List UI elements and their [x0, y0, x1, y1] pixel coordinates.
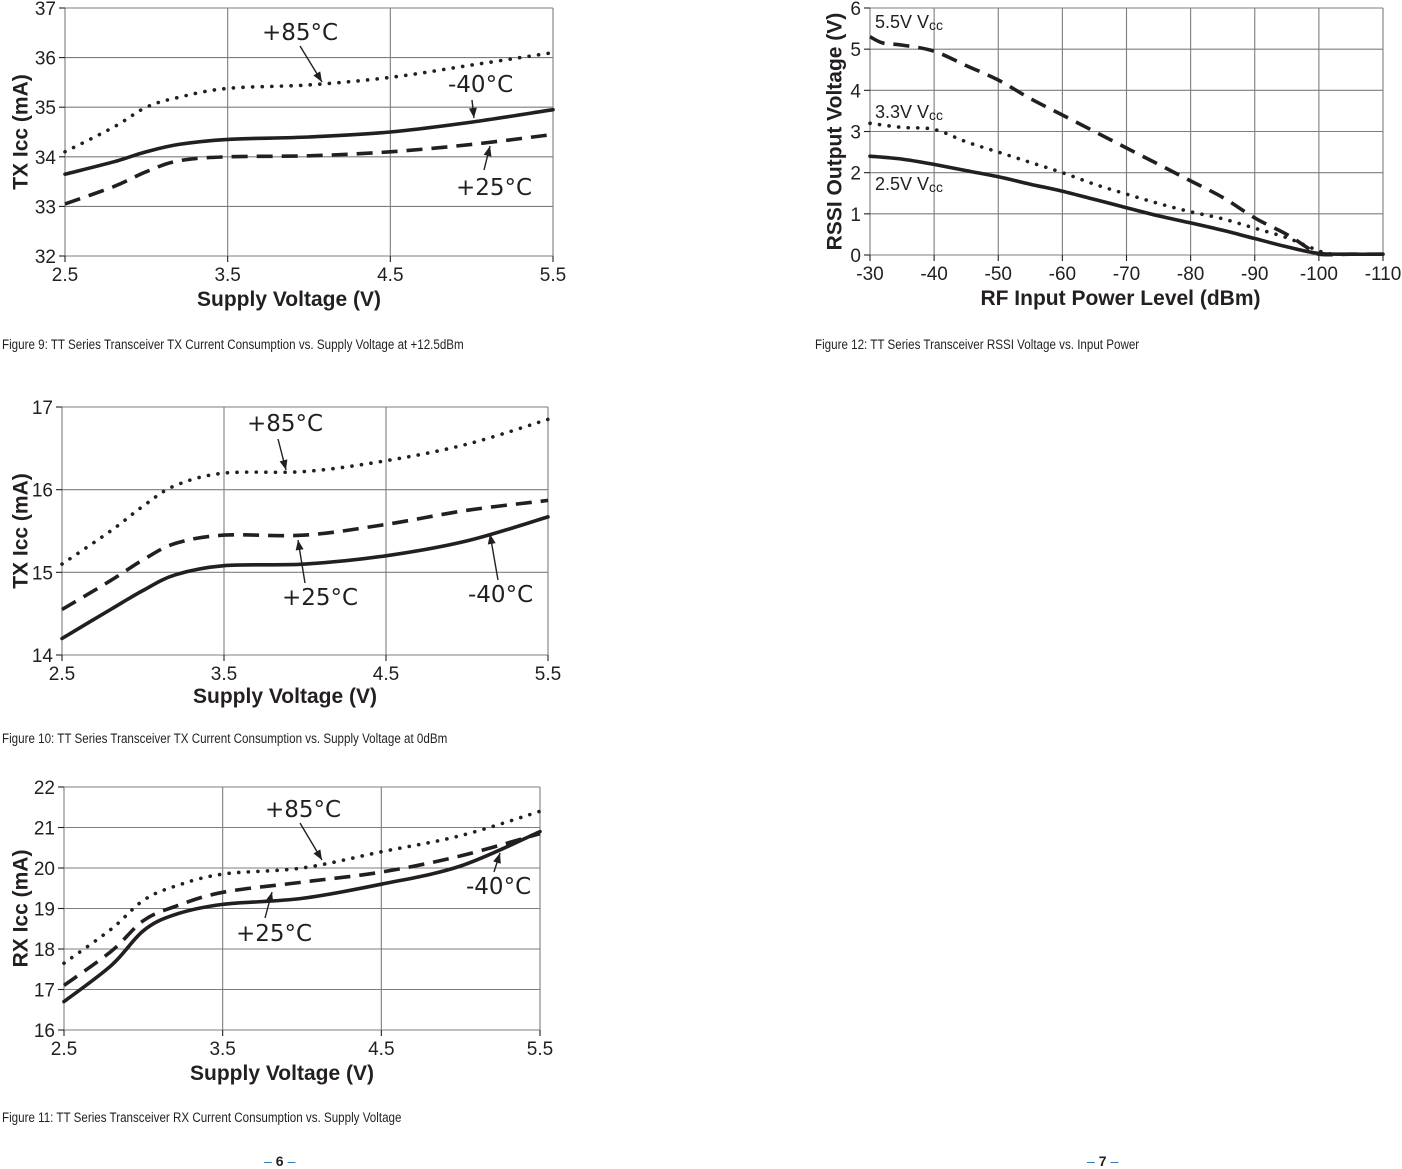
y-axis-label: TX Icc (mA) [9, 473, 32, 589]
x-tick-label: -90 [1241, 264, 1268, 285]
series-annotation: -40°C [466, 874, 531, 900]
x-tick-label: 4.5 [373, 664, 399, 685]
series-annotation: -40°C [468, 582, 533, 608]
y-tick-label: 21 [34, 819, 55, 840]
y-tick-label: 36 [35, 49, 56, 70]
y-tick-label: 2 [850, 164, 861, 185]
series-annotation: +25°C [456, 175, 532, 201]
annotation-arrowhead [279, 459, 288, 470]
series-line-dashed [61, 498, 549, 612]
fig12-grid [864, 7, 1384, 261]
series-annotation: -40°C [448, 72, 513, 98]
y-tick-label: 16 [32, 481, 53, 502]
fig10-grid [56, 406, 549, 661]
y-tick-label: 15 [32, 563, 53, 584]
annotation-arrowhead [313, 849, 322, 860]
figure-10-caption: Figure 10: TT Series Transceiver TX Curr… [2, 731, 448, 746]
x-tick-label: -100 [1300, 264, 1338, 285]
y-axis-label: TX Icc (mA) [9, 74, 32, 190]
annotation-arrowhead [483, 146, 492, 157]
x-tick-label: -110 [1365, 264, 1402, 285]
y-tick-label: 14 [32, 646, 54, 667]
x-tick-label: 3.5 [214, 265, 240, 286]
figure-11-caption: Figure 11: TT Series Transceiver RX Curr… [2, 1110, 402, 1125]
series-label: 5.5V Vcc [875, 12, 943, 33]
fig11-grid [58, 786, 541, 1036]
annotation-arrowhead [468, 107, 477, 118]
fig9-grid [59, 7, 554, 262]
series-annotation: +85°C [262, 20, 338, 46]
figure-9-caption: Figure 9: TT Series Transceiver TX Curre… [2, 337, 464, 352]
x-tick-label: 2.5 [49, 664, 75, 685]
series-label: 3.3V Vcc [875, 102, 943, 123]
y-tick-label: 16 [34, 1021, 55, 1042]
y-tick-label: 17 [32, 398, 53, 419]
x-tick-label: -50 [985, 264, 1012, 285]
annotation-arrowhead [265, 892, 274, 903]
series-line-dashed [869, 35, 1383, 257]
x-axis-label: Supply Voltage (V) [197, 288, 381, 311]
annotation-arrowhead [487, 534, 496, 545]
y-tick-label: 3 [850, 123, 861, 144]
annotation-arrowhead [493, 853, 501, 864]
series-line-dotted [868, 121, 1334, 256]
series-annotation: +25°C [236, 921, 312, 947]
y-tick-label: 35 [35, 98, 56, 119]
x-tick-label: 5.5 [527, 1039, 553, 1060]
y-tick-label: 19 [34, 900, 55, 921]
x-tick-label: -30 [856, 264, 883, 285]
y-tick-label: 1 [850, 205, 861, 226]
series-line-solid [63, 107, 555, 176]
y-tick-label: 32 [35, 247, 56, 268]
x-tick-label: 2.5 [51, 1039, 77, 1060]
y-tick-label: 37 [35, 0, 56, 20]
series-line-dashed [64, 132, 554, 206]
x-axis-label: Supply Voltage (V) [190, 1062, 374, 1085]
y-axis-label: RX Icc (mA) [9, 850, 32, 968]
fig12-chart: -30 -40 -50 -60 -70 -80 -90 -100 -110 0 1 2 3 4 5 6 RF I… [823, 0, 1401, 310]
fig10-chart: 2.5 3.5 4.5 5.5 14 15 16 17 Supply Voltage (V) TX… [9, 398, 561, 708]
y-tick-label: 5 [850, 40, 861, 61]
series-annotation: +25°C [282, 585, 358, 611]
annotation-arrowhead [295, 540, 304, 551]
x-tick-label: 3.5 [211, 664, 237, 685]
y-tick-label: 17 [34, 981, 55, 1002]
x-tick-label: -60 [1049, 264, 1076, 285]
page-number-left: –6– [264, 1153, 296, 1169]
fig11-chart: 2.5 3.5 4.5 5.5 16 17 18 19 20 21 22 Supply Voltage… [9, 778, 553, 1085]
x-tick-label: 5.5 [540, 265, 566, 286]
page-number-right: –7– [1087, 1153, 1119, 1169]
series-annotation: +85°C [265, 797, 341, 823]
series-line-solid [62, 829, 542, 1004]
y-tick-label: 20 [34, 859, 55, 880]
series-line-solid [868, 154, 1385, 257]
series-line-solid [60, 515, 550, 641]
x-tick-label: 4.5 [377, 265, 403, 286]
series-line-dotted [60, 417, 550, 566]
x-tick-label: 5.5 [535, 664, 561, 685]
y-tick-label: 6 [850, 0, 861, 20]
x-axis-label: RF Input Power Level (dBm) [980, 287, 1260, 310]
series-label: 2.5V Vcc [875, 174, 943, 195]
y-tick-label: 34 [35, 148, 57, 169]
y-tick-label: 18 [34, 940, 55, 961]
x-tick-label: -80 [1177, 264, 1204, 285]
y-tick-label: 33 [35, 197, 56, 218]
y-tick-label: 4 [850, 81, 861, 102]
x-tick-label: 4.5 [368, 1039, 394, 1060]
fig9-chart: 2.5 3.5 4.5 5.5 32 33 34 35 36 37 Supply Voltage (… [9, 0, 566, 311]
y-tick-label: 0 [850, 246, 861, 267]
y-tick-label: 22 [34, 778, 55, 799]
x-tick-label: 3.5 [209, 1039, 235, 1060]
annotation-arrowhead [313, 71, 322, 82]
x-tick-label: -70 [1113, 264, 1140, 285]
y-axis-label: RSSI Output Voltage (V) [823, 13, 846, 251]
series-annotation: +85°C [247, 411, 323, 437]
figure-12-caption: Figure 12: TT Series Transceiver RSSI Vo… [815, 337, 1140, 352]
x-tick-label: 2.5 [52, 265, 78, 286]
x-tick-label: -40 [920, 264, 947, 285]
series-line-dashed [62, 831, 541, 987]
x-axis-label: Supply Voltage (V) [193, 685, 377, 708]
